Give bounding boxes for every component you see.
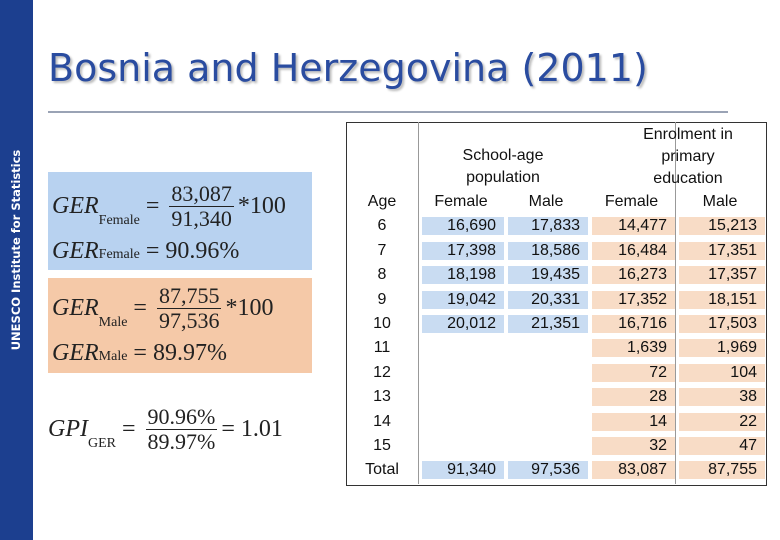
formula-lhs: GER xyxy=(52,238,99,264)
group-header: Enrolment in primary education xyxy=(643,126,733,187)
male-box xyxy=(48,278,312,373)
value-cell: 14 xyxy=(592,412,675,431)
sidebar-text: UNESCO Institute for Statistics xyxy=(9,149,23,351)
group-header: School-age population xyxy=(462,147,544,186)
formula-tail: *100 xyxy=(225,295,274,321)
value-cell: 21,351 xyxy=(508,315,588,333)
value-cell: 22 xyxy=(679,412,765,431)
slide-title: Bosnia and Herzegovina (2011) xyxy=(48,46,648,90)
equals: = xyxy=(127,340,153,366)
formula-result: 89.97% xyxy=(152,340,227,366)
formula-lhs: GER xyxy=(52,193,99,219)
fraction: 87,755 97,536 xyxy=(156,283,222,333)
value-cell: 16,716 xyxy=(592,315,675,333)
age-cell: 13 xyxy=(373,388,391,406)
value-cell: 17,357 xyxy=(679,266,765,285)
age-cell: 9 xyxy=(377,290,387,308)
value-cell: 20,012 xyxy=(422,315,504,333)
value-cell: 104 xyxy=(679,363,765,382)
formula-lhs: GPI xyxy=(48,416,88,442)
denominator: 89.97% xyxy=(147,429,216,454)
value-cell: 17,398 xyxy=(422,241,504,260)
age-cell: 14 xyxy=(373,412,391,430)
age-cell: 12 xyxy=(373,363,391,381)
formula-sub: Male xyxy=(98,315,128,330)
age-cell: 6 xyxy=(377,217,387,235)
age-cell: Total xyxy=(365,461,399,479)
value-cell: 19,435 xyxy=(508,266,588,285)
formula-sub: Female xyxy=(98,247,140,262)
sidebar xyxy=(0,0,33,540)
numerator: 90.96% xyxy=(145,404,218,430)
value-cell: 16,690 xyxy=(422,217,504,236)
fraction: 83,087 91,340 xyxy=(169,182,234,231)
value-cell: 28 xyxy=(592,388,675,407)
formula-sub: Female xyxy=(98,213,140,228)
value-cell: 18,151 xyxy=(679,290,765,309)
formula-tail: *100 xyxy=(237,193,286,219)
sub-header: Male xyxy=(702,193,738,210)
value-cell: 1,969 xyxy=(679,339,765,358)
value-cell: 16,273 xyxy=(592,266,675,285)
formula-sub: GER xyxy=(87,436,116,451)
sub-header: Female xyxy=(434,193,488,210)
formula-sub: Male xyxy=(98,349,128,364)
value-cell: 18,586 xyxy=(508,241,588,260)
equals: = xyxy=(139,193,166,219)
numerator: 83,087 xyxy=(169,181,234,207)
formula-lhs: GER xyxy=(52,295,99,321)
column-line xyxy=(675,122,676,484)
age-cell: 10 xyxy=(373,315,391,332)
fraction: 90.96% 89.97% xyxy=(145,404,218,454)
age-cell: 8 xyxy=(377,266,387,284)
age-cell: 15 xyxy=(373,437,391,454)
denominator: 91,340 xyxy=(171,206,232,231)
column-line xyxy=(418,122,419,484)
age-cell: 11 xyxy=(373,339,391,357)
formula-lhs: GER xyxy=(52,340,99,366)
value-cell: 32 xyxy=(592,437,675,455)
table-border xyxy=(346,122,767,486)
value-cell: 83,087 xyxy=(592,461,675,480)
value-cell: 14,477 xyxy=(592,217,675,236)
value-cell: 16,484 xyxy=(592,241,675,260)
value-cell: 19,042 xyxy=(422,290,504,309)
value-cell: 17,351 xyxy=(679,241,765,260)
numerator: 87,755 xyxy=(156,283,222,309)
equals: = xyxy=(115,416,142,442)
value-cell: 87,755 xyxy=(679,461,765,480)
value-cell: 47 xyxy=(679,437,765,455)
equals: = xyxy=(139,238,166,264)
header-cell: Age xyxy=(367,193,397,210)
value-cell: 20,331 xyxy=(508,290,588,309)
value-cell: 18,198 xyxy=(422,266,504,285)
title-rule xyxy=(48,111,728,113)
sub-header: Female xyxy=(604,193,659,210)
formula-result: 90.96% xyxy=(165,238,240,264)
denominator: 97,536 xyxy=(158,308,220,333)
age-cell: 7 xyxy=(377,241,387,259)
value-cell: 38 xyxy=(679,388,765,407)
value-cell: 17,352 xyxy=(592,290,675,309)
formula: GER Female = 90.96% xyxy=(52,238,239,265)
value-cell: 97,536 xyxy=(508,461,588,480)
sub-header: Male xyxy=(528,193,564,210)
formula: GPI GER = 90.96% 89.97% = 1.01 xyxy=(48,405,283,454)
value-cell: 17,503 xyxy=(679,315,765,333)
female-box xyxy=(48,172,312,270)
formula: GER Female = 83,087 91,340 *100 xyxy=(52,182,286,231)
formula-tail: = 1.01 xyxy=(221,416,283,442)
equals: = xyxy=(127,295,153,321)
value-cell: 15,213 xyxy=(679,217,765,236)
formula: GER Male = 89.97% xyxy=(52,340,227,367)
value-cell: 72 xyxy=(592,363,675,382)
value-cell: 1,639 xyxy=(592,339,675,358)
formula: GER Male = 87,755 97,536 *100 xyxy=(52,284,273,333)
value-cell: 91,340 xyxy=(422,461,504,480)
value-cell: 17,833 xyxy=(508,217,588,236)
